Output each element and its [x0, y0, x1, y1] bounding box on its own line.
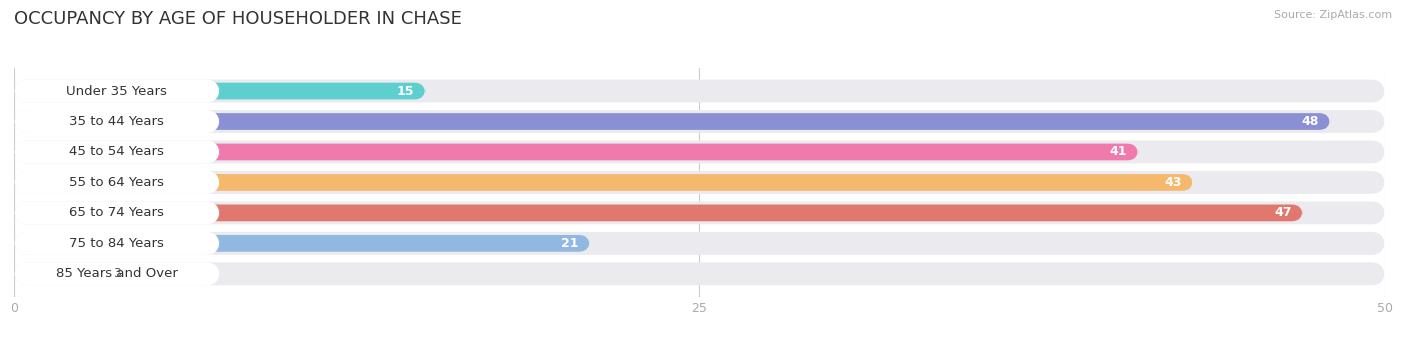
FancyBboxPatch shape — [14, 144, 1139, 160]
FancyBboxPatch shape — [14, 171, 1385, 194]
FancyBboxPatch shape — [14, 202, 1385, 224]
FancyBboxPatch shape — [14, 265, 96, 282]
Text: 3: 3 — [112, 267, 121, 280]
FancyBboxPatch shape — [14, 263, 219, 285]
Text: 45 to 54 Years: 45 to 54 Years — [69, 146, 165, 159]
Text: 75 to 84 Years: 75 to 84 Years — [69, 237, 165, 250]
FancyBboxPatch shape — [14, 171, 219, 194]
FancyBboxPatch shape — [14, 79, 219, 102]
Text: 21: 21 — [561, 237, 579, 250]
FancyBboxPatch shape — [14, 235, 591, 252]
FancyBboxPatch shape — [14, 205, 1303, 221]
FancyBboxPatch shape — [14, 202, 219, 224]
Text: 47: 47 — [1274, 206, 1292, 219]
Text: 48: 48 — [1302, 115, 1319, 128]
FancyBboxPatch shape — [14, 140, 1385, 163]
Text: 41: 41 — [1109, 146, 1128, 159]
Text: 43: 43 — [1164, 176, 1182, 189]
FancyBboxPatch shape — [14, 79, 1385, 102]
FancyBboxPatch shape — [14, 174, 1192, 191]
Text: OCCUPANCY BY AGE OF HOUSEHOLDER IN CHASE: OCCUPANCY BY AGE OF HOUSEHOLDER IN CHASE — [14, 10, 463, 28]
Text: 85 Years and Over: 85 Years and Over — [56, 267, 177, 280]
Text: 55 to 64 Years: 55 to 64 Years — [69, 176, 165, 189]
FancyBboxPatch shape — [14, 140, 219, 163]
FancyBboxPatch shape — [14, 232, 219, 255]
Text: 65 to 74 Years: 65 to 74 Years — [69, 206, 165, 219]
FancyBboxPatch shape — [14, 83, 425, 100]
FancyBboxPatch shape — [14, 232, 1385, 255]
Text: 35 to 44 Years: 35 to 44 Years — [69, 115, 165, 128]
FancyBboxPatch shape — [14, 110, 1385, 133]
Text: Under 35 Years: Under 35 Years — [66, 85, 167, 98]
FancyBboxPatch shape — [14, 113, 1330, 130]
FancyBboxPatch shape — [14, 263, 1385, 285]
Text: Source: ZipAtlas.com: Source: ZipAtlas.com — [1274, 10, 1392, 20]
FancyBboxPatch shape — [14, 110, 219, 133]
Text: 15: 15 — [396, 85, 415, 98]
